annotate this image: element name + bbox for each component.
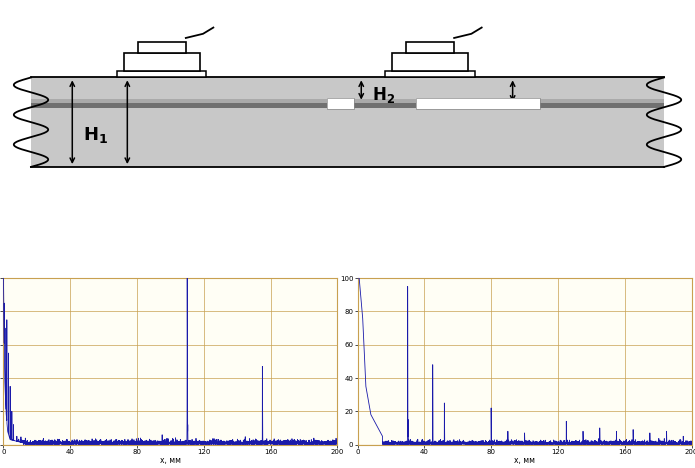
X-axis label: x, мм: x, мм xyxy=(514,456,535,465)
Bar xyxy=(406,42,454,52)
X-axis label: x, мм: x, мм xyxy=(160,456,181,465)
Bar xyxy=(416,98,540,109)
Bar xyxy=(327,98,354,109)
Bar xyxy=(31,78,664,167)
Bar xyxy=(392,52,468,71)
Bar xyxy=(385,71,475,78)
Text: $\mathbf{H_1}$: $\mathbf{H_1}$ xyxy=(83,125,108,145)
Bar xyxy=(31,99,664,102)
Bar xyxy=(124,52,199,71)
Text: $\mathbf{H_2}$: $\mathbf{H_2}$ xyxy=(372,86,395,105)
Bar xyxy=(416,98,540,109)
Bar xyxy=(117,71,206,78)
Bar xyxy=(327,98,354,109)
Bar xyxy=(31,102,664,108)
Bar xyxy=(138,42,186,52)
